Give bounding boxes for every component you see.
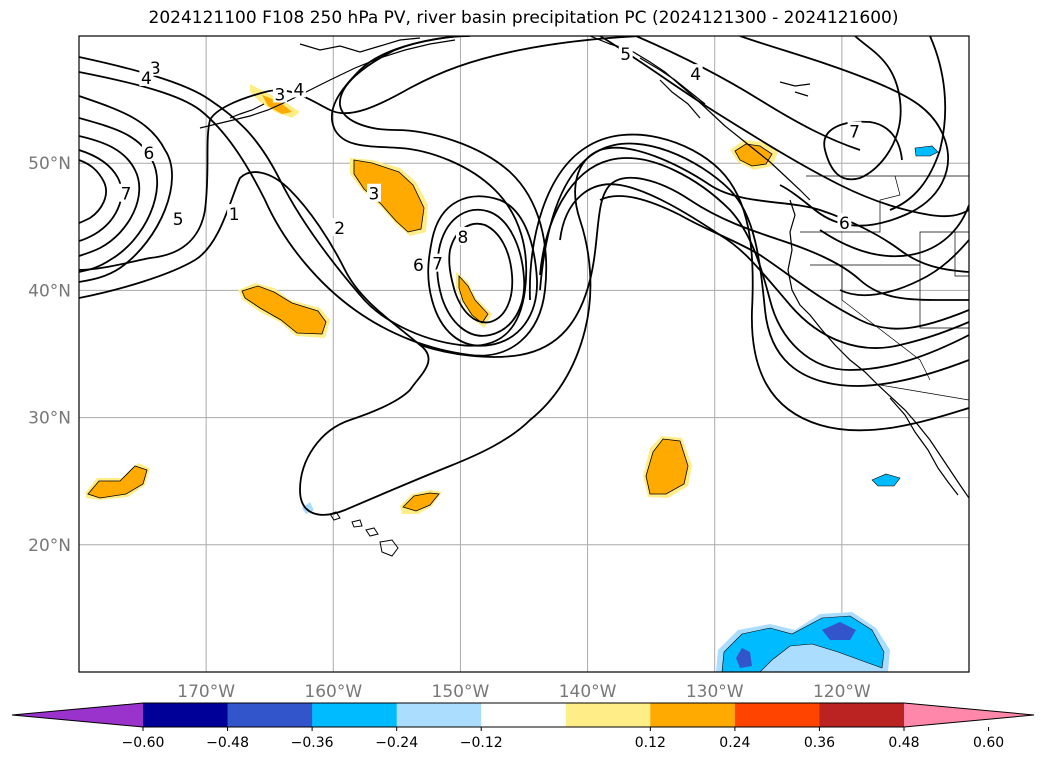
precip-patch-positive (458, 274, 489, 324)
contour-label: 4 (294, 80, 305, 100)
contour-label: 6 (144, 144, 155, 164)
precip-patch-positive (262, 95, 292, 114)
longitude-labels: 170°W 160°W 150°W 140°W 130°W 120°W (177, 682, 871, 702)
colorbar-tick-label: −0.60 (122, 735, 165, 751)
contour-label: 5 (620, 45, 631, 65)
colorbar-tick-label: 0.24 (719, 735, 750, 751)
contour-label-bg (119, 183, 134, 202)
contour-label-bg (430, 253, 445, 272)
colorbar-tick-label: −0.12 (460, 735, 503, 751)
lon-tick-label: 150°W (432, 682, 490, 702)
colorbar-segment (227, 703, 313, 727)
contour-label: 4 (690, 65, 701, 85)
colorbar-segment (819, 703, 905, 727)
map-title: 2024121100 F108 250 hPa PV, river basin … (148, 8, 899, 28)
contour-label: 3 (274, 86, 285, 106)
coastlines (199, 36, 969, 499)
precip-patch-negative (302, 502, 314, 514)
contour-label-bg (411, 254, 426, 273)
latitude-labels: 20°N 30°N 40°N 50°N (28, 154, 71, 556)
lon-tick-label: 120°W (813, 682, 871, 702)
colorbar-tick-label: −0.36 (291, 735, 334, 751)
contour-label: 3 (369, 185, 380, 205)
contour-label: 5 (173, 210, 184, 230)
precip-patch-positive (87, 465, 148, 499)
precip-patch-negative (822, 622, 856, 640)
contour-label-bg (455, 226, 470, 245)
contour-label: 8 (458, 228, 469, 248)
precip-patch-negative (871, 473, 901, 487)
lat-tick-label: 40°N (28, 281, 71, 301)
contour-label-bg (139, 67, 154, 86)
precip-patch-negative (914, 145, 939, 157)
colorbar: −0.60 −0.48 −0.36 −0.24 −0.12 0.12 0.24 0.36 0.4… (11, 702, 1035, 751)
colorbar-segment (396, 703, 482, 727)
precip-patch-positive (241, 285, 327, 335)
contour-label-bg (272, 84, 287, 103)
contour-label-bg (618, 43, 633, 62)
colorbar-tick-label: 0.12 (635, 735, 666, 751)
contour-label: 6 (839, 214, 850, 234)
precip-patch-negative (736, 648, 752, 668)
contour-label-bg (227, 204, 242, 223)
lat-tick-label: 30°N (28, 409, 71, 429)
colorbar-segment (143, 703, 229, 727)
colorbar-segment (312, 703, 398, 727)
lon-tick-label: 160°W (304, 682, 362, 702)
contour-label-bg (291, 79, 306, 98)
colorbar-segment (565, 703, 651, 727)
lon-tick-label: 140°W (559, 682, 617, 702)
lat-tick-label: 20°N (28, 536, 71, 556)
contour-label: 7 (121, 185, 132, 205)
contour-label: 3 (150, 59, 161, 79)
lon-tick-label: 170°W (177, 682, 235, 702)
colorbar-extend-max (904, 703, 1034, 727)
colorbar-segment (481, 703, 567, 727)
contour-label: 4 (141, 69, 152, 89)
precip-patch-positive (353, 159, 425, 233)
colorbar-extend-min (12, 703, 143, 727)
colorbar-tick-label: −0.48 (206, 735, 249, 751)
precip-patch-positive (645, 438, 689, 495)
colorbar-segment (650, 703, 736, 727)
contour-label-bg (837, 212, 852, 231)
contour-label: 7 (849, 122, 860, 142)
colorbar-segment (734, 703, 820, 727)
colorbar-tick-label: 0.60 (973, 735, 1004, 751)
contour-label: 6 (413, 256, 424, 276)
contour-label-bg (141, 143, 156, 162)
colorbar-tick-label: 0.36 (804, 735, 835, 751)
colorbar-tick-label: 0.48 (888, 735, 919, 751)
contour-label-bg (171, 209, 186, 228)
precip-patch-positive (402, 492, 440, 512)
map-frame (78, 35, 970, 673)
contour-label: 1 (229, 205, 240, 225)
pv-contours (79, 36, 969, 516)
contour-label-bg (366, 183, 381, 202)
contour-label: 7 (432, 255, 443, 275)
contour-label-bg (847, 121, 862, 140)
hawaii-islands (329, 511, 399, 557)
contour-label-bg (688, 64, 703, 83)
contour-label-bg (332, 218, 347, 237)
colorbar-tick-label: −0.24 (375, 735, 418, 751)
contour-label: 2 (334, 219, 345, 239)
precip-patches (86, 84, 939, 672)
lon-tick-label: 130°W (686, 682, 744, 702)
lat-tick-label: 50°N (28, 154, 71, 174)
